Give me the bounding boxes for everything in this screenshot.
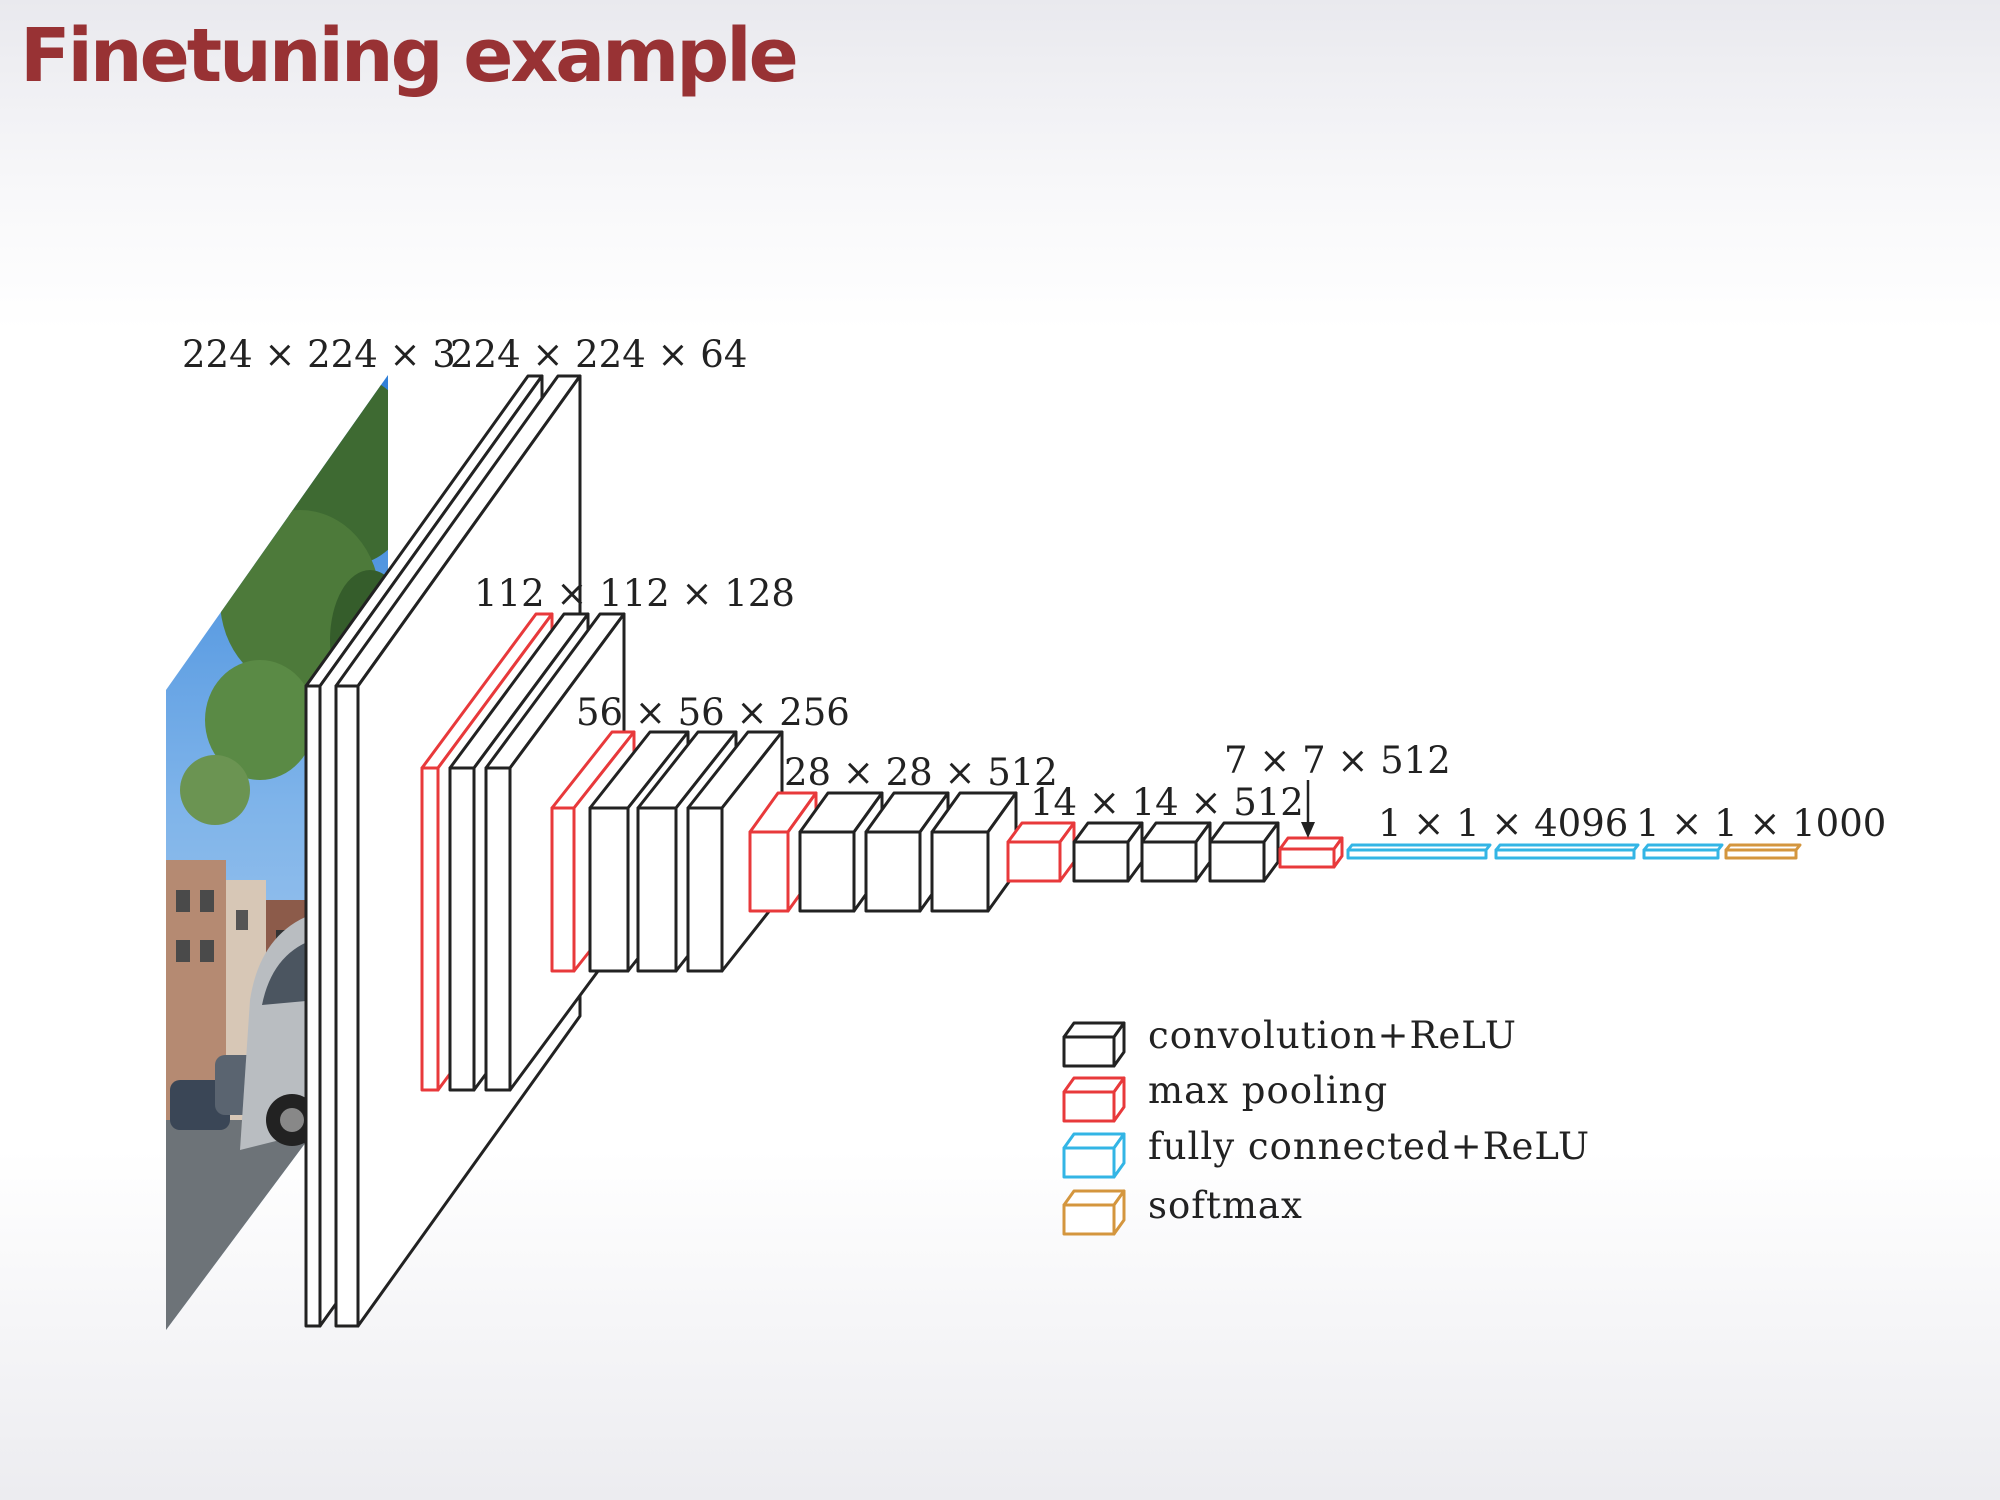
pool4-layer <box>1006 821 1076 883</box>
input-dim-label: 224 × 224 × 3 <box>182 333 456 376</box>
legend-fc-label: fully connected+ReLU <box>1148 1125 1590 1168</box>
conv5-2-layer <box>1140 821 1212 883</box>
legend-pool-swatch <box>1062 1076 1126 1123</box>
legend-softmax-label: softmax <box>1148 1184 1303 1227</box>
block4-dim-label: 28 × 28 × 512 <box>784 751 1058 794</box>
output-dim-label: 1 × 1 × 1000 <box>1636 802 1886 845</box>
slide-title: Finetuning example <box>20 13 799 99</box>
pool5-dim-label: 7 × 7 × 512 <box>1224 739 1451 782</box>
pool5-layer <box>1278 836 1344 869</box>
legend-item-pool: max pooling <box>1062 1069 1388 1123</box>
block5-dim-label: 14 × 14 × 512 <box>1030 781 1304 824</box>
legend-item-fc: fully connected+ReLU <box>1062 1125 1590 1179</box>
block3-dim-label: 56 × 56 × 256 <box>576 691 850 734</box>
block1-dim-label: 224 × 224 × 64 <box>450 333 747 376</box>
fc7-layer <box>1494 843 1640 860</box>
legend: convolution+ReLU max pooling fully conne… <box>1062 1014 1590 1236</box>
legend-conv-swatch <box>1062 1021 1126 1068</box>
pool5-arrow <box>1301 780 1315 838</box>
legend-pool-label: max pooling <box>1148 1069 1388 1112</box>
block2-dim-label: 112 × 112 × 128 <box>474 572 795 615</box>
softmax-layer <box>1724 843 1802 860</box>
fc6-layer <box>1346 843 1492 860</box>
fc-layers <box>1346 843 1724 860</box>
fc-dim-label: 1 × 1 × 4096 <box>1378 802 1628 845</box>
conv5-3-layer <box>1208 821 1280 883</box>
legend-item-softmax: softmax <box>1062 1184 1303 1236</box>
block4-layers <box>748 791 1018 913</box>
legend-softmax-swatch <box>1062 1189 1126 1236</box>
block5-layers <box>1006 821 1280 883</box>
legend-conv-label: convolution+ReLU <box>1148 1014 1517 1057</box>
block3-layers <box>550 730 784 973</box>
conv5-1-layer <box>1072 821 1144 883</box>
legend-item-conv: convolution+ReLU <box>1062 1014 1517 1068</box>
fc8-layer <box>1642 843 1724 860</box>
legend-fc-swatch <box>1062 1132 1126 1179</box>
